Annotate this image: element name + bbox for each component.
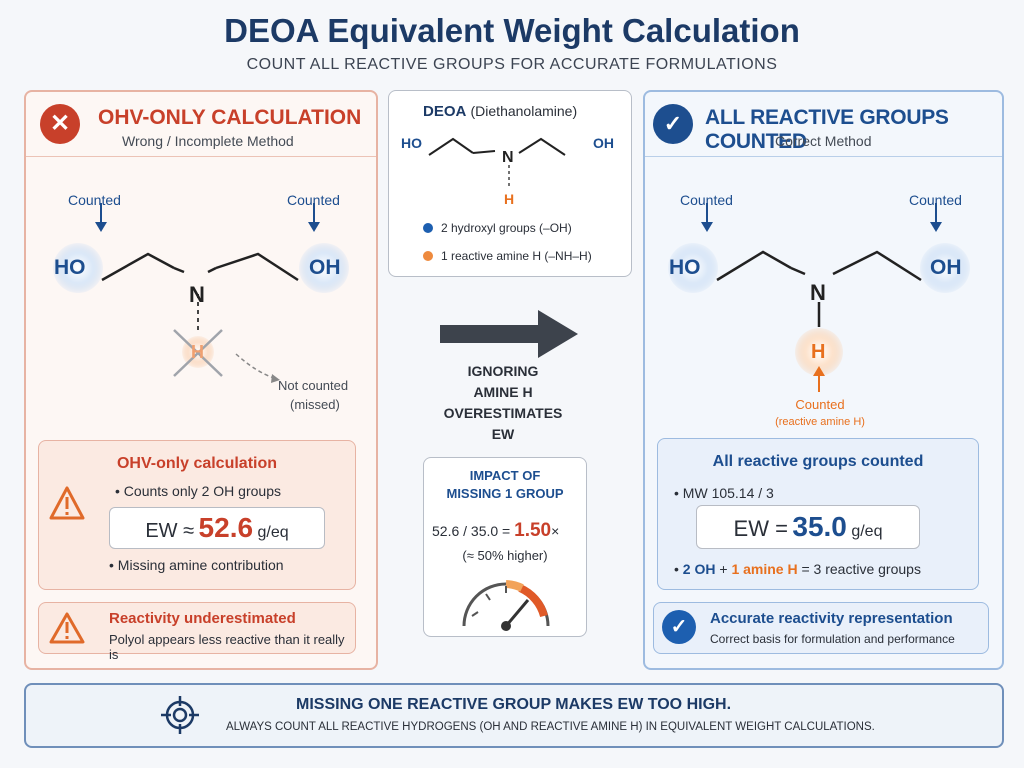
all-groups-calculation-box: All reactive groups counted • MW 105.14 …	[657, 438, 979, 590]
takeaway-title: MISSING ONE REACTIVE GROUP MAKES EW TOO …	[296, 696, 732, 713]
amine-legend-dot	[423, 251, 433, 261]
center-nitrogen: N	[502, 149, 514, 166]
page-title: DEOA Equivalent Weight Calculation	[224, 12, 800, 49]
right-panel-all-groups: ✓ ALL REACTIVE GROUPS COUNTED Correct Me…	[643, 90, 1004, 670]
ew-result-box-ohv: EW ≈ 52.6 g/eq	[109, 507, 325, 549]
bottom-takeaway-bar: MISSING ONE REACTIVE GROUP MAKES EW TOO …	[24, 683, 1004, 748]
deoa-skeletal-structure	[428, 137, 566, 187]
nitrogen-atom: N	[189, 282, 205, 307]
counted-label-right: Counted	[287, 192, 340, 208]
nitrogen-atom: N	[810, 280, 826, 305]
all-groups-calc-title: All reactive groups counted	[712, 453, 924, 470]
ew-prefix: EW =	[733, 516, 788, 541]
arrow-caption: IGNORING AMINE H OVERESTIMATES EW	[443, 363, 563, 442]
ew-unit: g/eq	[257, 524, 289, 541]
right-panel-title: ALL REACTIVE GROUPS COUNTED	[705, 106, 949, 153]
ohv-calc-title: OHV-only calculation	[116, 455, 278, 472]
warning-icon	[49, 612, 85, 644]
molecule-full-name: (Diethanolamine)	[470, 103, 578, 119]
takeaway-text: ALWAYS COUNT ALL REACTIVE HYDROGENS (OH …	[226, 721, 875, 733]
reactive-groups-bullet: • 2 OH + 1 amine H = 3 reactive groups	[674, 561, 921, 577]
center-oh-group: OH	[593, 135, 614, 151]
not-counted-pointer	[235, 353, 275, 379]
accurate-title: Accurate reactivity representation	[710, 610, 953, 627]
impact-title-2: MISSING 1 GROUP	[446, 486, 564, 501]
right-arrow-icon	[440, 310, 578, 358]
left-panel-ohv-only: ✕ OHV-ONLY CALCULATION Wrong / Incomplet…	[24, 90, 378, 670]
center-amine-h: H	[504, 191, 515, 207]
ew-result-box-correct: EW = 35.0 g/eq	[696, 505, 920, 549]
ohv-calculation-box: OHV-only calculation • Counts only 2 OH …	[38, 440, 356, 590]
not-counted-label: Not counted	[278, 378, 349, 393]
reactivity-warning-box: Reactivity underestimated Polyol appears…	[38, 602, 356, 662]
counted-label-left: Counted	[68, 192, 121, 208]
molecule-name: DEOA	[423, 103, 467, 120]
ew-value-correct: 35.0	[792, 511, 847, 542]
center-ho-group: HO	[401, 135, 422, 151]
oh-group-right: OH	[930, 256, 962, 279]
page-subtitle: COUNT ALL REACTIVE GROUPS FOR ACCURATE F…	[246, 56, 778, 73]
left-panel-subtitle: Wrong / Incomplete Method	[122, 133, 294, 149]
impact-box: IMPACT OF MISSING 1 GROUP 52.6 / 35.0 = …	[423, 457, 587, 637]
warning-text: Polyol appears less reactive than it rea…	[109, 632, 345, 662]
oh-glow-right	[920, 243, 970, 293]
impact-title-1: IMPACT OF	[469, 468, 541, 483]
oh-glow-left	[299, 243, 349, 293]
ho-group-left: HO	[669, 256, 701, 279]
left-panel-header: ✕ OHV-ONLY CALCULATION Wrong / Incomplet…	[26, 92, 376, 157]
ho-group-left: HO	[54, 256, 86, 279]
left-molecule-diagram	[53, 203, 349, 383]
warning-title: Reactivity underestimated	[109, 610, 296, 627]
accurate-reactivity-box: ✓ Accurate reactivity representation Cor…	[653, 602, 989, 654]
oh-group-right: OH	[309, 256, 341, 279]
ew-prefix: EW ≈	[145, 520, 195, 542]
mw-bullet: • MW 105.14 / 3	[674, 485, 774, 501]
impact-ratio: 1.50	[514, 520, 552, 541]
ohv-bullet-1: • Counts only 2 OH groups	[115, 483, 281, 499]
left-panel-title: OHV-ONLY CALCULATION	[98, 106, 362, 129]
checkmark-icon: ✓	[653, 104, 693, 144]
amine-h-uncounted: H	[191, 342, 204, 362]
impact-calc: 52.6 / 35.0 = 1.50×	[432, 520, 560, 541]
deoa-structure-box: DEOA (Diethanolamine) HO OH N H 2 hydrox…	[388, 90, 632, 277]
counted-label-left: Counted	[680, 192, 733, 208]
right-panel-header: ✓ ALL REACTIVE GROUPS COUNTED Correct Me…	[645, 92, 1002, 157]
impact-note: (≈ 50% higher)	[462, 548, 548, 563]
ho-glow-left	[53, 243, 103, 293]
missed-label: (missed)	[290, 397, 340, 412]
ohv-bullet-2: • Missing amine contribution	[109, 557, 284, 573]
molecule-name-line: DEOA (Diethanolamine)	[423, 103, 577, 120]
amine-h-glow	[795, 328, 843, 376]
ho-glow-right	[668, 243, 718, 293]
accurate-text: Correct basis for formulation and perfor…	[710, 632, 955, 646]
target-icon	[161, 696, 199, 734]
ew-unit: g/eq	[851, 523, 883, 540]
ew-value-ohv: 52.6	[198, 512, 254, 543]
checkmark-icon: ✓	[662, 610, 696, 644]
hydroxyl-legend-dot	[423, 223, 433, 233]
right-molecule-diagram	[668, 203, 970, 392]
gauge-icon	[462, 580, 550, 631]
hydroxyl-legend: 2 hydroxyl groups (–OH)	[441, 221, 572, 235]
right-panel-subtitle: Correct Method	[775, 133, 872, 149]
close-x-icon: ✕	[40, 104, 80, 144]
counted-amine-sublabel: (reactive amine H)	[775, 416, 865, 428]
counted-label-right: Counted	[909, 192, 962, 208]
amine-h-counted: H	[811, 341, 826, 363]
warning-icon	[49, 486, 85, 520]
amine-legend: 1 reactive amine H (–NH–H)	[441, 249, 592, 263]
counted-amine-label: Counted	[795, 397, 845, 412]
